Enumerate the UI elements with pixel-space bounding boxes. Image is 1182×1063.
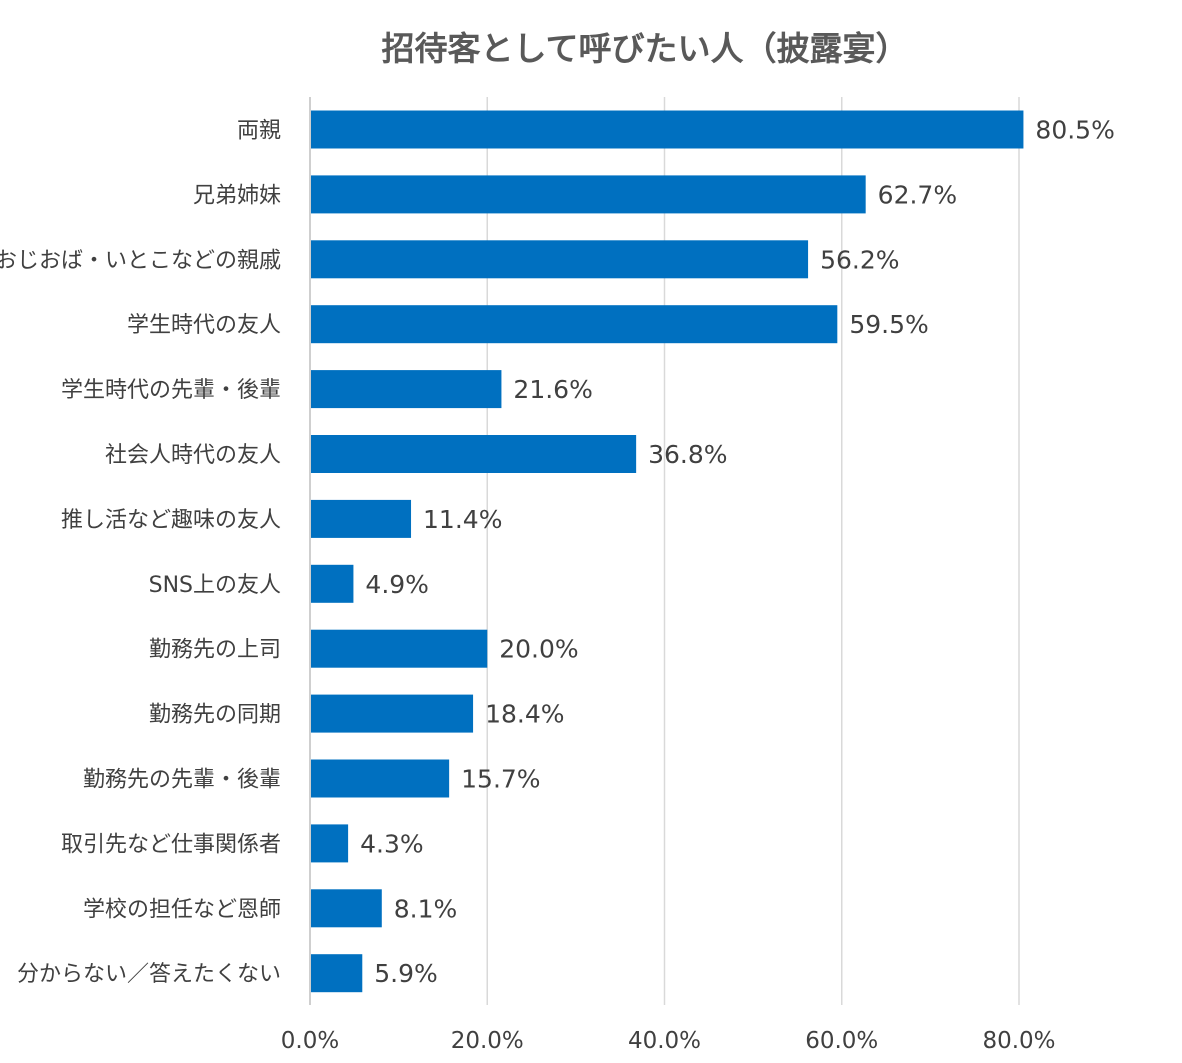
bar	[311, 564, 354, 603]
category-label: 推し活など趣味の友人	[61, 508, 281, 533]
data-label: 5.9%	[374, 959, 438, 988]
category-label: 兄弟姉妹	[193, 183, 281, 208]
category-label: 勤務先の同期	[149, 703, 281, 728]
x-tick-label: 80.0%	[982, 1028, 1055, 1054]
data-label: 36.8%	[648, 440, 727, 469]
category-label: 勤務先の先輩・後輩	[83, 768, 281, 793]
category-label: 社会人時代の友人	[105, 443, 281, 468]
data-label: 21.6%	[513, 375, 592, 404]
data-label: 20.0%	[499, 635, 578, 664]
bar	[311, 110, 1024, 149]
data-label: 4.3%	[360, 829, 424, 858]
bar	[311, 759, 450, 798]
bar	[311, 175, 866, 214]
bar	[311, 240, 809, 279]
category-label: 分からない／答えたくない	[17, 962, 281, 987]
bar	[311, 889, 382, 928]
x-tick-label: 60.0%	[805, 1028, 878, 1054]
category-label: 学校の担任など恩師	[83, 897, 281, 922]
bar	[311, 435, 637, 473]
data-label: 15.7%	[461, 765, 540, 794]
data-label: 56.2%	[820, 245, 899, 274]
category-label: 学生時代の友人	[127, 313, 281, 338]
category-label: 取引先など仕事関係者	[61, 832, 281, 857]
category-label: おじおば・いとこなどの親戚	[0, 248, 281, 273]
x-tick-label: 20.0%	[451, 1028, 524, 1054]
data-label: 4.9%	[365, 570, 429, 599]
bar	[311, 954, 363, 993]
chart-title: 招待客として呼びたい人（披露宴）	[381, 29, 909, 68]
data-label: 11.4%	[423, 505, 502, 534]
bar	[311, 629, 488, 668]
bar	[311, 499, 412, 538]
category-label: 勤務先の上司	[149, 638, 281, 663]
category-label: 両親	[237, 119, 281, 144]
data-label: 8.1%	[394, 894, 458, 923]
x-tick-label: 0.0%	[281, 1028, 339, 1054]
bar	[311, 694, 474, 733]
data-label: 80.5%	[1035, 116, 1114, 145]
bar	[311, 370, 502, 409]
data-label: 59.5%	[849, 310, 928, 339]
bar	[311, 824, 349, 863]
data-label: 62.7%	[878, 180, 957, 209]
x-tick-label: 40.0%	[628, 1028, 701, 1054]
data-label: 18.4%	[485, 700, 564, 729]
bar	[311, 305, 838, 344]
category-label: 学生時代の先輩・後輩	[61, 378, 281, 403]
category-label: SNS上の友人	[149, 573, 281, 598]
